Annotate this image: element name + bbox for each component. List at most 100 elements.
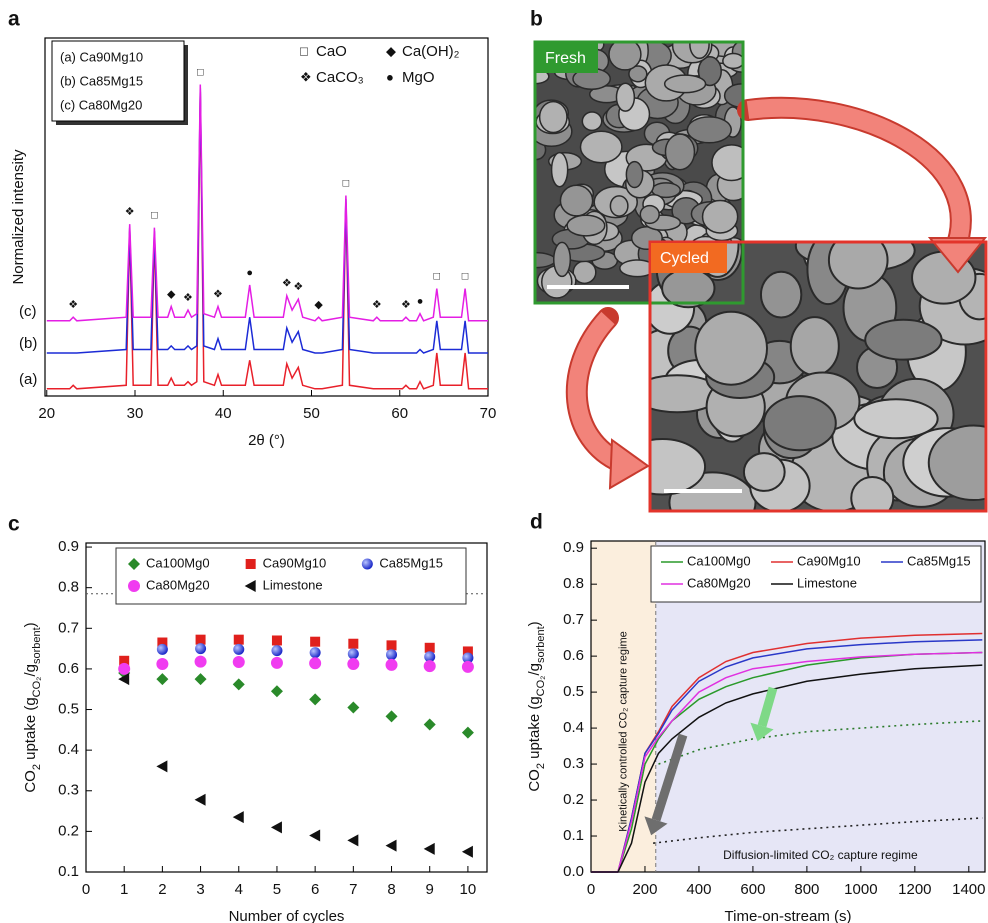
x-tick-label: 7 bbox=[349, 881, 357, 898]
label-part: CO bbox=[22, 770, 39, 793]
panel-label: a bbox=[8, 8, 20, 31]
phase-marker: ❖ bbox=[401, 299, 411, 311]
legend-symbol: ❖ bbox=[300, 69, 312, 84]
marker bbox=[310, 637, 320, 647]
legend-entry: Ca80Mg20 bbox=[687, 575, 751, 590]
marker bbox=[462, 661, 474, 673]
phase-marker: ◆ bbox=[314, 299, 323, 311]
phase-marker: ● bbox=[417, 296, 424, 308]
y-tick-label: 0.7 bbox=[58, 619, 79, 636]
x-tick-label: 10 bbox=[460, 881, 477, 898]
particle bbox=[554, 242, 571, 276]
marker bbox=[348, 639, 358, 649]
x-axis-label: 2θ (°) bbox=[248, 432, 285, 449]
region-label: Diffusion-limited CO₂ capture regime bbox=[723, 848, 918, 862]
x-tick-label: 0 bbox=[82, 881, 90, 898]
legend-entry: (a) Ca90Mg10 bbox=[60, 49, 143, 64]
marker bbox=[195, 656, 207, 668]
scale-bar bbox=[547, 285, 629, 289]
x-tick-label: 400 bbox=[686, 881, 711, 898]
marker bbox=[118, 663, 130, 675]
marker bbox=[271, 657, 283, 669]
y-tick-label: 0.9 bbox=[58, 538, 79, 555]
marker bbox=[195, 794, 206, 806]
marker bbox=[386, 710, 398, 722]
particle bbox=[665, 75, 706, 93]
label-part: CO₂ bbox=[535, 676, 547, 697]
marker bbox=[462, 727, 474, 739]
legend-entry: Ca90Mg10 bbox=[797, 553, 861, 568]
marker bbox=[347, 834, 358, 846]
legend-entry: Ca(OH)₂ bbox=[402, 43, 460, 60]
x-tick-label: 8 bbox=[387, 881, 395, 898]
particle bbox=[640, 206, 659, 224]
label-part: sorbent bbox=[31, 627, 43, 664]
y-tick-label: 0.8 bbox=[58, 579, 79, 596]
phase-marker: □ bbox=[343, 177, 350, 189]
line-series bbox=[47, 88, 488, 353]
x-tick-label: 6 bbox=[311, 881, 319, 898]
phase-marker: ❖ bbox=[213, 288, 223, 300]
legend-entry: Ca90Mg10 bbox=[263, 555, 327, 570]
legend-entry: Ca100Mg0 bbox=[687, 553, 751, 568]
particle bbox=[580, 131, 621, 163]
x-tick-label: 1000 bbox=[844, 881, 877, 898]
marker bbox=[156, 673, 168, 685]
x-tick-label: 1400 bbox=[952, 881, 985, 898]
particle bbox=[703, 200, 738, 233]
marker bbox=[309, 829, 320, 841]
particle bbox=[829, 232, 888, 289]
y-tick-label: 0.2 bbox=[58, 822, 79, 839]
marker bbox=[233, 678, 245, 690]
marker bbox=[195, 673, 207, 685]
line-series bbox=[47, 92, 488, 389]
x-tick-label: 30 bbox=[127, 405, 144, 422]
x-tick-label: 1 bbox=[120, 881, 128, 898]
legend-entry: MgO bbox=[402, 69, 435, 86]
marker bbox=[386, 659, 398, 671]
particle bbox=[610, 196, 627, 216]
x-tick-label: 20 bbox=[38, 405, 55, 422]
marker bbox=[233, 656, 245, 668]
marker bbox=[310, 647, 321, 658]
phase-marker: ❖ bbox=[183, 292, 193, 304]
x-tick-label: 40 bbox=[215, 405, 232, 422]
marker bbox=[156, 760, 167, 772]
x-tick-label: 4 bbox=[235, 881, 243, 898]
y-tick-label: 0.6 bbox=[58, 660, 79, 677]
phase-marker: ● bbox=[246, 267, 253, 279]
marker bbox=[362, 559, 373, 570]
label-part: sorbent bbox=[535, 626, 547, 663]
marker bbox=[462, 846, 473, 858]
y-tick-label: 0.5 bbox=[58, 700, 79, 717]
marker bbox=[246, 559, 256, 569]
legend-entry: Limestone bbox=[263, 577, 323, 592]
arrow bbox=[748, 108, 961, 250]
particle bbox=[687, 117, 731, 143]
x-tick-label: 2 bbox=[158, 881, 166, 898]
x-tick-label: 70 bbox=[480, 405, 497, 422]
phase-marker: ❖ bbox=[293, 281, 303, 293]
particle bbox=[616, 83, 634, 111]
y-tick-label: 0.1 bbox=[563, 827, 584, 844]
marker bbox=[271, 645, 282, 656]
y-tick-label: 0.5 bbox=[563, 683, 584, 700]
marker bbox=[387, 640, 397, 650]
legend-symbol: ● bbox=[386, 69, 394, 84]
particle bbox=[851, 477, 893, 519]
label-part: ) bbox=[22, 622, 39, 627]
marker bbox=[128, 580, 140, 592]
legend-entry: (c) Ca80Mg20 bbox=[60, 97, 142, 112]
label-part: uptake (g bbox=[22, 697, 39, 764]
marker bbox=[347, 702, 359, 714]
particle bbox=[695, 312, 767, 385]
legend-entry: Ca100Mg0 bbox=[146, 555, 210, 570]
marker bbox=[233, 644, 244, 655]
particle bbox=[567, 215, 605, 236]
y-axis-label: CO2 uptake (gCO₂/gsorbent) bbox=[526, 621, 547, 791]
curve-label: (c) bbox=[19, 303, 37, 320]
x-tick-label: 200 bbox=[632, 881, 657, 898]
phase-marker: □ bbox=[433, 271, 440, 283]
marker bbox=[233, 811, 244, 823]
particle bbox=[690, 31, 709, 59]
